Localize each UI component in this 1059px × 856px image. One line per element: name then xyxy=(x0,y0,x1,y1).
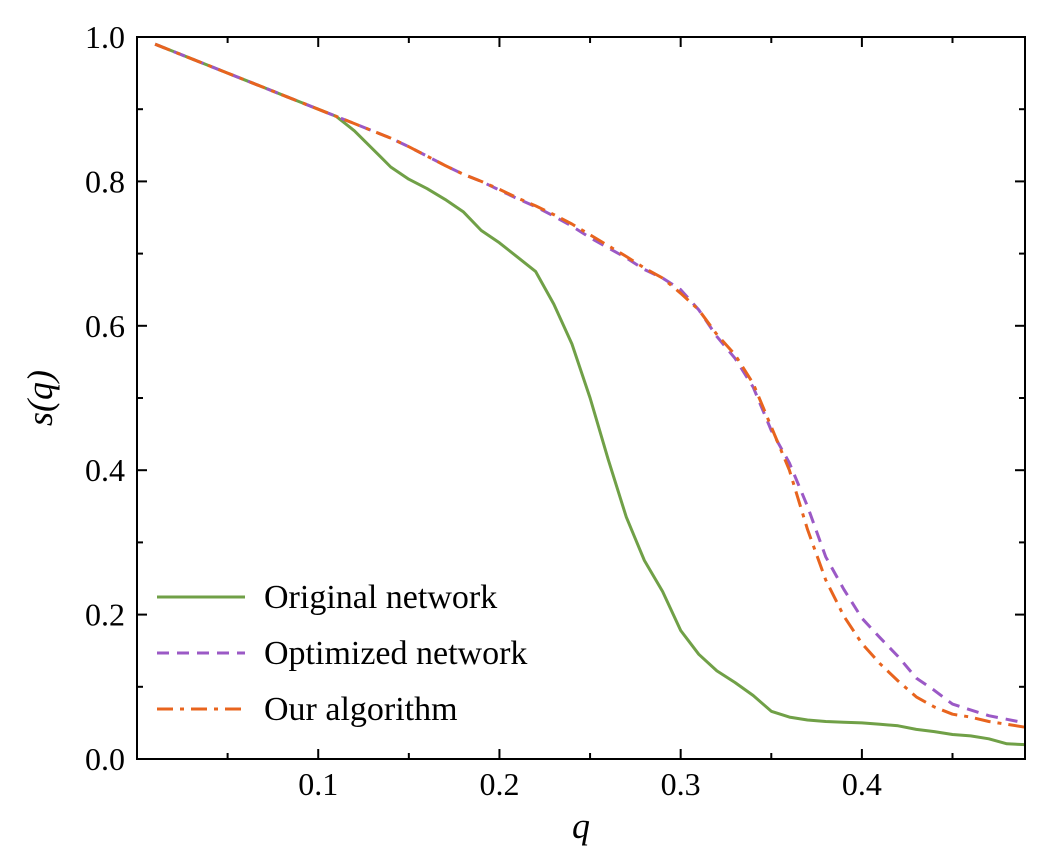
y-tick-label: 0.8 xyxy=(85,163,125,199)
x-tick-label: 0.1 xyxy=(298,766,338,802)
y-tick-label: 0.6 xyxy=(85,308,125,344)
y-axis-title: s(q) xyxy=(20,370,60,426)
x-tick-label: 0.4 xyxy=(842,766,882,802)
x-tick-label: 0.2 xyxy=(479,766,519,802)
tick-layer: 0.1 0.2 0.3 0.4 0.0 0.2 0.4 0.6 0.8 1.0 xyxy=(85,19,1025,802)
y-tick-label: 1.0 xyxy=(85,19,125,55)
series-line-optimized-network xyxy=(154,42,1026,725)
plot-area-frame xyxy=(136,36,1026,760)
legend-label-optimized-network: Optimized network xyxy=(264,635,527,672)
y-tick-label: 0.0 xyxy=(85,741,125,777)
legend-label-original-network: Original network xyxy=(264,579,497,616)
y-tick-label: 0.4 xyxy=(85,452,125,488)
legend-label-our-algorithm: Our algorithm xyxy=(264,691,458,728)
series-line-original-network xyxy=(154,42,1026,747)
y-tick-label: 0.2 xyxy=(85,597,125,633)
series-layer xyxy=(154,42,1026,747)
x-axis-title: q xyxy=(572,806,590,846)
series-line-our-algorithm xyxy=(154,42,1026,729)
x-tick-label: 0.3 xyxy=(661,766,701,802)
legend: Original network Optimized network Our a… xyxy=(157,579,527,728)
